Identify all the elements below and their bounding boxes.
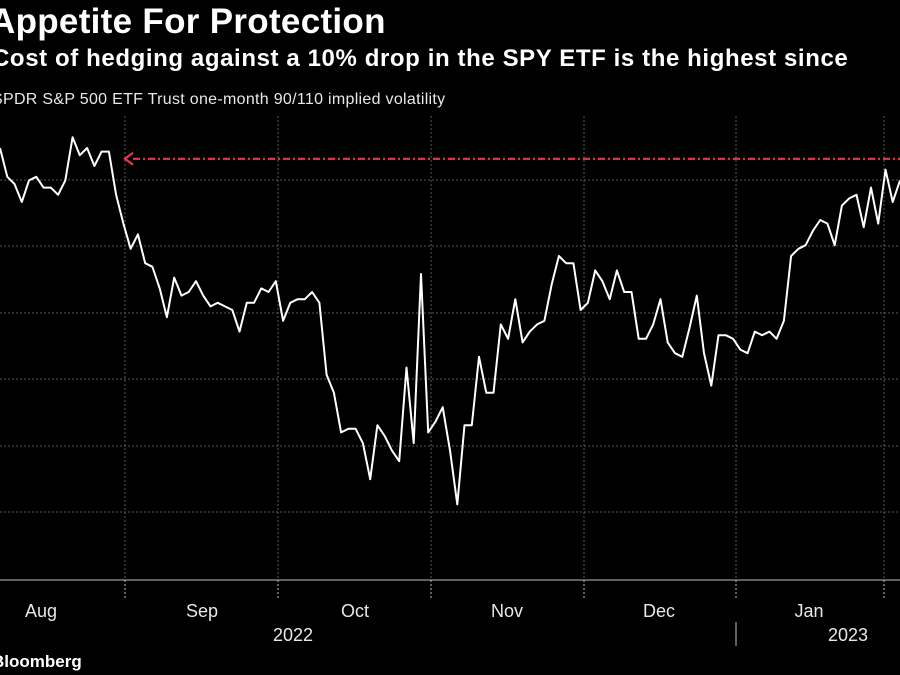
x-tick-label-nov: Nov	[491, 601, 523, 621]
year-label-2023: 2023	[828, 625, 868, 645]
source-label: Bloomberg	[0, 652, 82, 671]
series-description: SPDR S&P 500 ETF Trust one-month 90/110 …	[0, 91, 446, 108]
x-axis: Aug Sep Oct Nov Dec Jan 2022 2023	[0, 579, 900, 646]
x-tick-label-oct: Oct	[341, 601, 369, 621]
series-group	[0, 136, 900, 506]
x-tick-label-jan: Jan	[794, 601, 823, 621]
chart-subtitle: Cost of hedging against a 10% drop in th…	[0, 45, 849, 72]
x-tick-label-dec: Dec	[643, 601, 675, 621]
x-tick-label-aug: Aug	[25, 601, 57, 621]
series-line-0	[0, 136, 900, 506]
gridlines	[0, 116, 900, 580]
x-tick-label-sep: Sep	[186, 601, 218, 621]
year-label-2022: 2022	[273, 625, 313, 645]
reference-line-group	[123, 151, 900, 166]
chart-title: Appetite For Protection	[0, 2, 386, 41]
reference-arrowhead	[123, 151, 134, 166]
